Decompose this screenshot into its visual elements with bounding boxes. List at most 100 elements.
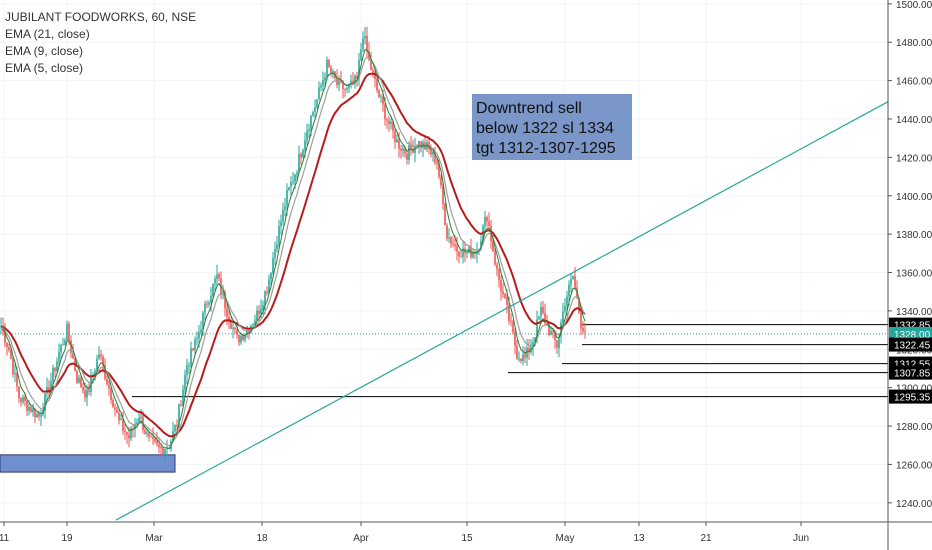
candle-body (574, 275, 576, 288)
candle-body (94, 370, 96, 375)
x-tick-label: 11 (0, 533, 10, 544)
ema-line-9[interactable] (0, 56, 586, 447)
candle-body (502, 291, 504, 294)
indicator-ema5-label[interactable]: EMA (5, close) (5, 61, 83, 75)
candle-body (218, 274, 220, 279)
plot-area[interactable] (0, 0, 888, 522)
indicator-ema21-label[interactable]: EMA (21, close) (5, 27, 90, 41)
candle-body (260, 308, 262, 315)
candle-body (86, 389, 88, 398)
candle-body (410, 145, 412, 149)
candle-body (12, 358, 14, 375)
candle-body (70, 340, 72, 353)
candle-body (352, 80, 354, 84)
candle-body (536, 319, 538, 338)
x-tick-label: 13 (633, 533, 645, 544)
candle-body (256, 310, 258, 321)
candle-body (302, 149, 304, 158)
candle-body (496, 264, 498, 270)
candle-body (526, 347, 528, 358)
grid (0, 0, 888, 522)
candle-body (50, 381, 52, 393)
candle-body (516, 345, 518, 359)
candle-body (144, 430, 146, 434)
candle-body (98, 354, 100, 359)
candle-body (106, 378, 108, 385)
candle-body (138, 418, 140, 423)
candle-body (182, 389, 184, 406)
candle-body (404, 148, 406, 154)
candle-body (508, 304, 510, 321)
candle-body (402, 148, 404, 151)
candle-body (298, 154, 300, 173)
candle-body (450, 237, 452, 244)
candle-body (308, 129, 310, 132)
candle-body (522, 354, 524, 361)
candle-body (580, 312, 582, 328)
candle-body (234, 327, 236, 330)
candle-body (380, 96, 382, 98)
candle-body (242, 335, 244, 340)
candle-body (222, 292, 224, 294)
candle-body (64, 340, 66, 345)
candle-body (566, 296, 568, 307)
horizontal-levels (0, 324, 888, 398)
candle-body (492, 240, 494, 252)
candle-body (498, 269, 500, 281)
candle-body (282, 209, 284, 222)
time-axis[interactable]: 11 19 Mar 18 Apr 15 May 13 21 Jun (0, 522, 809, 544)
y-tick-label: 1400.00 (896, 192, 932, 203)
candle-body (394, 130, 396, 143)
candle-body (246, 330, 248, 335)
candle-body (116, 409, 118, 413)
candle-body (292, 181, 294, 183)
candle-body (472, 252, 474, 258)
y-tick-label: 1240.00 (896, 499, 932, 510)
y-tick-label: 1480.00 (896, 38, 932, 49)
candle-body (6, 342, 8, 347)
candle-body (24, 397, 26, 401)
candle-body (146, 432, 148, 434)
candle-body (132, 428, 134, 430)
candle-body (180, 404, 182, 406)
candle-body (524, 354, 526, 358)
candle-body (382, 96, 384, 105)
candle-body (68, 323, 70, 341)
candle-body (270, 273, 272, 280)
candle-body (178, 404, 180, 426)
support-zone[interactable] (0, 454, 176, 473)
candle-body (110, 388, 112, 401)
price-tag (889, 365, 932, 380)
trendline[interactable] (115, 101, 889, 521)
candle-body (202, 312, 204, 330)
candle-body (238, 335, 240, 343)
candle-body (266, 291, 268, 294)
candle-body (20, 398, 22, 403)
annotation-box[interactable] (472, 94, 632, 160)
price-axis[interactable]: 1240.001260.001280.001300.001320.001340.… (888, 0, 932, 510)
ema-line-5[interactable] (0, 48, 586, 449)
candle-body (396, 139, 398, 143)
candle-body (500, 280, 502, 292)
candle-body (418, 141, 420, 147)
candle-body (36, 413, 38, 418)
candle-body (212, 283, 214, 296)
candle-body (118, 412, 120, 421)
candle-body (458, 251, 460, 257)
candle-body (504, 293, 506, 299)
candle-body (286, 189, 288, 207)
candle-body (528, 347, 530, 353)
candle-body (186, 365, 188, 375)
indicator-ema9-label[interactable]: EMA (9, close) (5, 44, 83, 58)
candle-body (148, 432, 150, 437)
candle-body (18, 386, 20, 399)
candle-body (444, 204, 446, 226)
annotation-line-2: below 1322 sl 1334 (476, 120, 614, 137)
annotation-line-3: tgt 1312-1307-1295 (476, 140, 616, 157)
candle-body (420, 141, 422, 148)
candle-body (518, 358, 520, 360)
candle-body (84, 390, 86, 398)
candle-body (66, 323, 68, 341)
candle-body (32, 408, 34, 413)
